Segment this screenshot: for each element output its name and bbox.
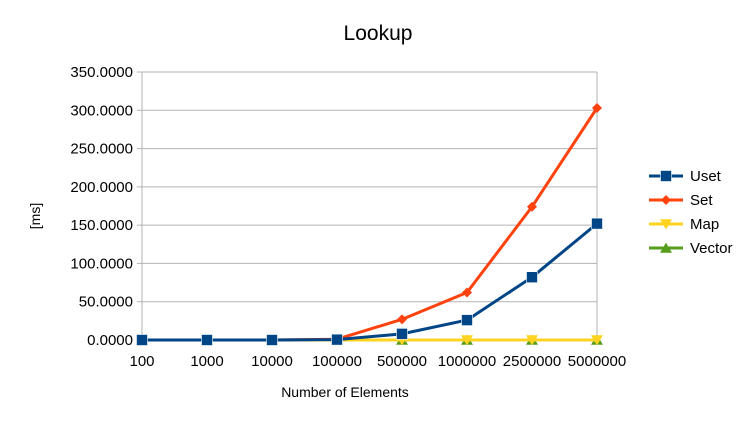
x-tick-label: 1000 xyxy=(190,353,223,370)
y-tick-label: 200.0000 xyxy=(70,179,133,196)
legend-marker xyxy=(661,195,671,205)
y-tick-label: 50.0000 xyxy=(79,294,133,311)
x-tick-label: 10000 xyxy=(251,353,293,370)
data-point-set xyxy=(527,201,537,212)
legend-label: Uset xyxy=(690,168,722,185)
data-point-uset xyxy=(136,334,148,346)
y-axis-ticks: 0.0000 50.0000 100.0000 150.0000 200.0000 250… xyxy=(70,64,133,349)
series-layer xyxy=(136,102,603,346)
data-point-uset xyxy=(526,271,538,284)
x-tick-label: 1000000 xyxy=(438,353,496,370)
x-tick-label: 5000000 xyxy=(568,353,626,370)
data-point-uset xyxy=(201,334,213,346)
data-point-set xyxy=(462,287,472,298)
series-set xyxy=(137,102,602,345)
x-tick-label: 2500000 xyxy=(503,353,561,370)
x-tick-label: 100 xyxy=(129,353,154,370)
data-point-uset xyxy=(396,328,408,340)
y-tick-label: 150.0000 xyxy=(70,217,133,234)
data-point-map xyxy=(591,335,603,346)
data-point-uset xyxy=(331,333,343,346)
legend-marker xyxy=(660,242,672,253)
x-tick-label: 500000 xyxy=(377,353,427,370)
legend-label: Map xyxy=(690,216,719,233)
y-tick-label: 300.0000 xyxy=(70,102,133,119)
data-point-map xyxy=(461,335,473,346)
y-tick-label: 0.0000 xyxy=(87,332,133,349)
data-point-uset xyxy=(266,334,278,346)
y-tick-label: 250.0000 xyxy=(70,141,133,158)
series-uset xyxy=(136,217,603,346)
data-point-uset xyxy=(461,314,473,326)
legend-entry-uset: Uset xyxy=(649,168,722,185)
y-axis-label: [ms] xyxy=(27,203,43,229)
legend-entry-vector: Vector xyxy=(649,240,733,257)
x-axis-ticks: 100 1000 10000 100000 500000 1000000 2500000 50… xyxy=(129,353,626,370)
data-point-set xyxy=(397,314,407,325)
grid-lines xyxy=(137,71,598,345)
data-point-map xyxy=(526,335,538,346)
data-point-uset xyxy=(591,217,603,230)
legend-label: Vector xyxy=(690,240,733,257)
data-point-set xyxy=(592,102,602,113)
series-line-set xyxy=(142,107,599,342)
x-axis-label: Number of Elements xyxy=(281,384,409,400)
legend: Uset Set Map Vector xyxy=(649,168,733,257)
legend-marker xyxy=(660,219,672,230)
legend-entry-set: Set xyxy=(649,192,713,209)
legend-label: Set xyxy=(690,192,713,209)
series-line-uset xyxy=(142,222,598,342)
y-tick-label: 100.0000 xyxy=(70,255,133,272)
x-tick-label: 100000 xyxy=(312,353,362,370)
y-tick-label: 350.0000 xyxy=(70,64,133,81)
legend-marker xyxy=(660,170,672,182)
chart-title: Lookup xyxy=(344,22,413,45)
legend-entry-map: Map xyxy=(649,216,719,233)
